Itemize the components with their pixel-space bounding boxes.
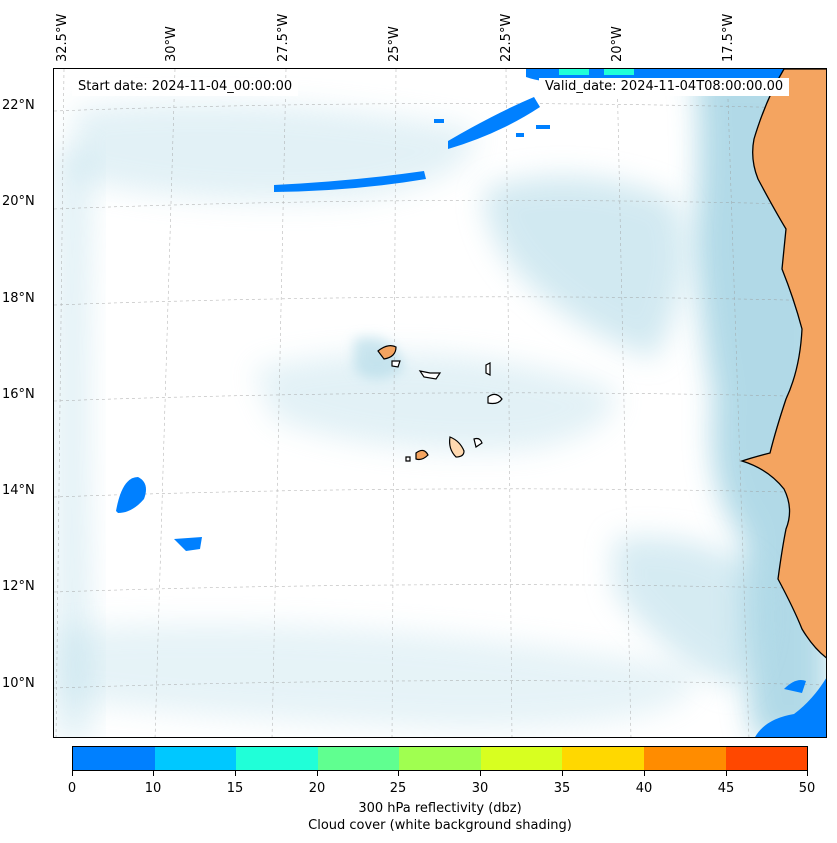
reflectivity-top-cyan	[559, 69, 589, 75]
lon-label-25w: 25°W	[387, 26, 402, 62]
colorbar-segment-30-35	[480, 747, 563, 770]
colorbar-segment-45-50	[725, 747, 808, 770]
map-canvas[interactable]	[53, 68, 827, 738]
colorbar-tick-25	[398, 771, 399, 776]
colorbar-subtitle: Cloud cover (white background shading)	[308, 818, 572, 833]
colorbar-segment-15-20	[236, 747, 318, 770]
colorbar-label-35: 35	[553, 781, 571, 796]
colorbar	[72, 746, 808, 771]
reflectivity-top-cyan-2	[604, 69, 634, 75]
colorbar-tick-50	[807, 771, 808, 776]
lon-label-32-5w: 32.5°W	[55, 13, 70, 62]
cloud-central-band	[254, 353, 615, 451]
islands-layer	[377, 345, 503, 462]
colorbar-label-0: 0	[67, 781, 77, 796]
colorbar-label-10: 10	[144, 781, 162, 796]
colorbar-label-20: 20	[308, 781, 326, 796]
island-fogo	[415, 449, 429, 461]
reflectivity-north-streak	[274, 171, 426, 192]
lon-label-22-5w: 22.5°W	[499, 13, 514, 62]
colorbar-tick-20	[317, 771, 318, 776]
colorbar-segment-35-40	[562, 747, 644, 770]
reflectivity-small-patch	[516, 133, 524, 137]
reflectivity-southeast-blob-2	[784, 680, 806, 693]
island-santiago	[449, 436, 465, 458]
reflectivity-small-patch-3	[434, 119, 444, 123]
cloud-southeast	[614, 537, 761, 689]
lat-label-18n: 18°N	[2, 291, 35, 306]
colorbar-tick-40	[644, 771, 645, 776]
colorbar-label-30: 30	[471, 781, 489, 796]
valid-date-label: Valid_date: 2024-11-04T08:00:00.00	[539, 78, 790, 96]
island-sao-nicolau	[418, 370, 442, 380]
colorbar-tick-45	[726, 771, 727, 776]
colorbar-segment-40-45	[643, 747, 726, 770]
colorbar-label-45: 45	[717, 781, 735, 796]
colorbar-segment-0-10	[73, 747, 155, 770]
cloud-west-edge	[54, 149, 94, 737]
land-layer	[739, 69, 826, 659]
cloud-north-band	[74, 102, 475, 202]
colorbar-label-25: 25	[389, 781, 407, 796]
colorbar-tick-35	[562, 771, 563, 776]
island-sao-vicente	[391, 360, 401, 368]
island-brava	[405, 456, 411, 462]
colorbar-tick-10	[153, 771, 154, 776]
colorbar-label-40: 40	[635, 781, 653, 796]
colorbar-tick-15	[235, 771, 236, 776]
colorbar-segment-10-15	[154, 747, 237, 770]
reflectivity-small-patch-2	[536, 125, 550, 129]
colorbar-tick-30	[480, 771, 481, 776]
reflectivity-southeast-blob	[755, 678, 826, 737]
reflectivity-southwest-blob	[174, 537, 202, 551]
lat-label-10n: 10°N	[2, 676, 35, 691]
colorbar-segment-25-30	[399, 747, 481, 770]
reflectivity-northeast-streak	[448, 97, 540, 149]
lat-label-22n: 22°N	[2, 98, 35, 113]
cloud-northeast-streak	[484, 176, 686, 359]
island-sal	[485, 362, 491, 376]
island-boa-vista	[487, 393, 503, 405]
colorbar-label-50: 50	[798, 781, 816, 796]
lon-label-27-5w: 27.5°W	[276, 13, 291, 62]
lat-label-16n: 16°N	[2, 387, 35, 402]
colorbar-segment-20-25	[317, 747, 400, 770]
cloud-south-band	[54, 624, 696, 729]
colorbar-tick-0	[72, 771, 73, 776]
cloud-cover-layer	[54, 69, 826, 737]
lat-label-12n: 12°N	[2, 579, 35, 594]
colorbar-title: 300 hPa reflectivity (dbz)	[358, 801, 522, 816]
graticule	[54, 69, 826, 737]
lat-label-14n: 14°N	[2, 483, 35, 498]
lat-label-20n: 20°N	[2, 194, 35, 209]
lon-label-17-5w: 17.5°W	[721, 13, 736, 62]
lon-label-30w: 30°W	[164, 26, 179, 62]
map-svg	[54, 69, 826, 737]
west-africa-coast	[739, 69, 826, 659]
cloud-island-wake	[354, 337, 404, 379]
island-maio	[473, 437, 483, 448]
start-date-label: Start date: 2024-11-04_00:00:00	[72, 78, 299, 96]
lon-label-20w: 20°W	[610, 26, 625, 62]
reflectivity-west-blob	[116, 477, 146, 513]
island-santo-antao	[377, 345, 397, 360]
colorbar-label-15: 15	[226, 781, 244, 796]
